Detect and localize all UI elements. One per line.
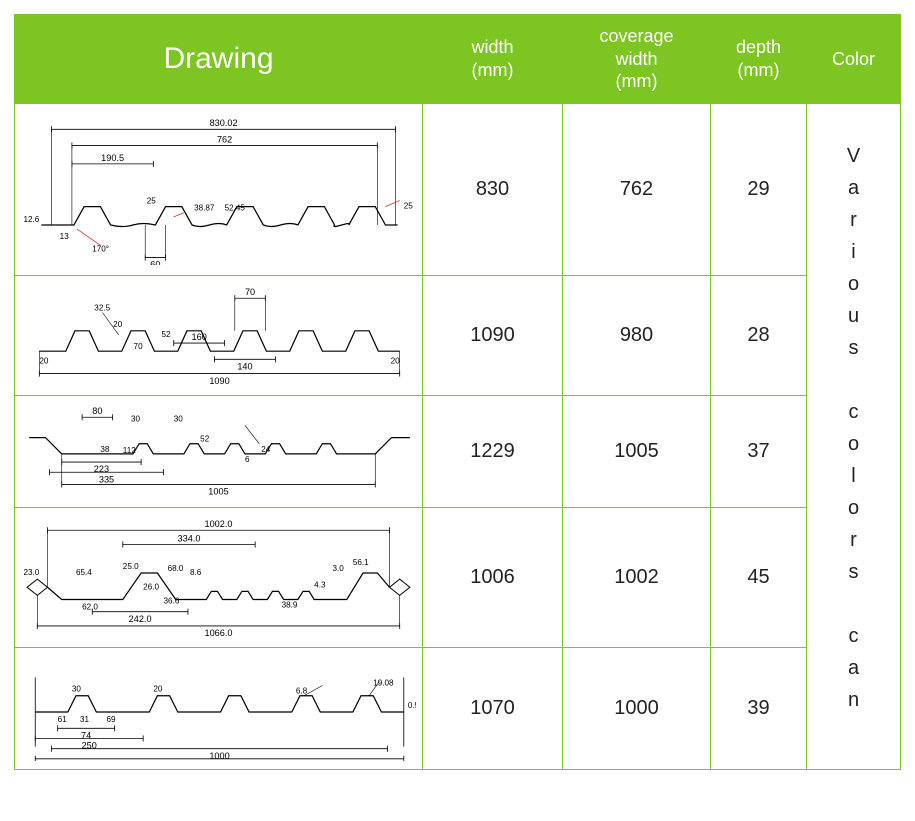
width-cell: 1070 xyxy=(423,647,563,769)
svg-text:61: 61 xyxy=(58,715,68,724)
svg-text:32.5: 32.5 xyxy=(94,304,110,313)
color-cell: Various colors can xyxy=(807,103,901,769)
svg-text:30: 30 xyxy=(174,414,184,423)
svg-text:20: 20 xyxy=(391,356,401,365)
table-row: 1005 335 223112 80303038526241229100537 xyxy=(15,395,901,507)
svg-text:1002.0: 1002.0 xyxy=(204,519,232,529)
svg-text:242.0: 242.0 xyxy=(129,614,152,624)
svg-text:20: 20 xyxy=(113,320,123,329)
coverage-cell: 1000 xyxy=(563,647,711,769)
svg-text:60: 60 xyxy=(150,259,160,265)
svg-text:19.08: 19.08 xyxy=(373,679,394,688)
width-cell: 1006 xyxy=(423,507,563,647)
svg-text:335: 335 xyxy=(99,475,114,485)
header-row: Drawing width(mm) coveragewidth(mm) dept… xyxy=(15,15,901,104)
header-coverage: coveragewidth(mm) xyxy=(563,15,711,104)
depth-cell: 37 xyxy=(711,395,807,507)
svg-text:830.02: 830.02 xyxy=(210,118,238,128)
svg-text:52: 52 xyxy=(161,330,171,339)
svg-text:74: 74 xyxy=(81,731,91,741)
svg-text:112: 112 xyxy=(123,446,136,455)
svg-text:3.0: 3.0 xyxy=(333,564,345,573)
svg-text:38.87: 38.87 xyxy=(194,203,215,212)
svg-text:25.0: 25.0 xyxy=(123,562,139,571)
svg-text:1090: 1090 xyxy=(209,376,229,386)
svg-text:12.6: 12.6 xyxy=(24,215,40,224)
svg-text:140: 140 xyxy=(237,362,252,372)
svg-text:30: 30 xyxy=(72,685,82,694)
svg-text:1066.0: 1066.0 xyxy=(204,628,232,638)
svg-text:223: 223 xyxy=(94,464,109,474)
svg-text:80: 80 xyxy=(92,406,102,416)
depth-cell: 28 xyxy=(711,275,807,395)
header-depth: depth(mm) xyxy=(711,15,807,104)
svg-text:1005: 1005 xyxy=(208,487,228,497)
svg-text:0.5: 0.5 xyxy=(408,701,416,710)
svg-text:68.0: 68.0 xyxy=(168,564,184,573)
svg-text:250: 250 xyxy=(82,741,97,751)
svg-text:31: 31 xyxy=(80,715,90,724)
coverage-cell: 980 xyxy=(563,275,711,395)
width-cell: 1229 xyxy=(423,395,563,507)
svg-text:6: 6 xyxy=(245,455,250,464)
svg-text:38: 38 xyxy=(100,445,110,454)
coverage-cell: 1002 xyxy=(563,507,711,647)
svg-text:190.5: 190.5 xyxy=(101,152,124,162)
svg-text:160: 160 xyxy=(192,332,207,342)
coverage-cell: 762 xyxy=(563,103,711,275)
svg-text:25: 25 xyxy=(147,196,157,205)
svg-text:65.4: 65.4 xyxy=(76,568,92,577)
table-row: 1090202020 70 160 14032.57052109098028 xyxy=(15,275,901,395)
svg-text:20: 20 xyxy=(153,685,163,694)
header-width: width(mm) xyxy=(423,15,563,104)
coverage-cell: 1005 xyxy=(563,395,711,507)
svg-text:1000: 1000 xyxy=(209,751,229,761)
table-row: 1002.0 334.0 1066.0 242.0 62.0 25.0 26.0 68.… xyxy=(15,507,901,647)
svg-text:4.3: 4.3 xyxy=(314,580,326,589)
svg-text:52: 52 xyxy=(200,435,210,444)
table-row: 30206.819.080.5613169 74 250 1000 107010… xyxy=(15,647,901,769)
header-drawing: Drawing xyxy=(15,15,423,104)
svg-text:762: 762 xyxy=(217,134,232,144)
svg-text:6.8: 6.8 xyxy=(296,687,308,696)
svg-text:30: 30 xyxy=(131,414,141,423)
svg-text:69: 69 xyxy=(107,715,117,724)
svg-text:26.0: 26.0 xyxy=(143,582,159,591)
profile-spec-table: Drawing width(mm) coveragewidth(mm) dept… xyxy=(14,14,901,770)
svg-text:23.0: 23.0 xyxy=(24,568,40,577)
width-cell: 1090 xyxy=(423,275,563,395)
svg-text:52.45: 52.45 xyxy=(225,203,246,212)
header-color: Color xyxy=(807,15,901,104)
svg-text:13: 13 xyxy=(60,232,70,241)
svg-text:38.9: 38.9 xyxy=(282,601,298,610)
svg-text:8.6: 8.6 xyxy=(190,568,202,577)
svg-text:36.6: 36.6 xyxy=(164,596,180,605)
svg-text:24: 24 xyxy=(261,445,271,454)
svg-text:25: 25 xyxy=(404,201,414,210)
depth-cell: 39 xyxy=(711,647,807,769)
depth-cell: 45 xyxy=(711,507,807,647)
drawing-cell: 1002.0 334.0 1066.0 242.0 62.0 25.0 26.0 68.… xyxy=(15,507,423,647)
drawing-cell: 30206.819.080.5613169 74 250 1000 1070 xyxy=(15,647,423,769)
svg-text:62.0: 62.0 xyxy=(82,603,98,612)
svg-text:334.0: 334.0 xyxy=(178,533,201,543)
drawing-cell: 1090 20 20 20 70 160 140 32.5 70 52 xyxy=(15,275,423,395)
drawing-cell: 830.02 762 190.5 12.6 13 170° 60 25 38.87 52.4… xyxy=(15,103,423,275)
table-row: 830.02 762 190.5 12.6 13 170° 60 25 38.87 52.4… xyxy=(15,103,901,275)
svg-text:20: 20 xyxy=(39,356,49,365)
svg-text:70: 70 xyxy=(134,342,144,351)
depth-cell: 29 xyxy=(711,103,807,275)
svg-text:56.1: 56.1 xyxy=(353,558,369,567)
svg-text:70: 70 xyxy=(245,287,255,297)
drawing-cell: 1005 335 223 112 80 30 30 38 52 6 24 xyxy=(15,395,423,507)
color-vertical-text: Various colors can xyxy=(838,145,870,721)
svg-text:170°: 170° xyxy=(92,244,109,253)
width-cell: 830 xyxy=(423,103,563,275)
